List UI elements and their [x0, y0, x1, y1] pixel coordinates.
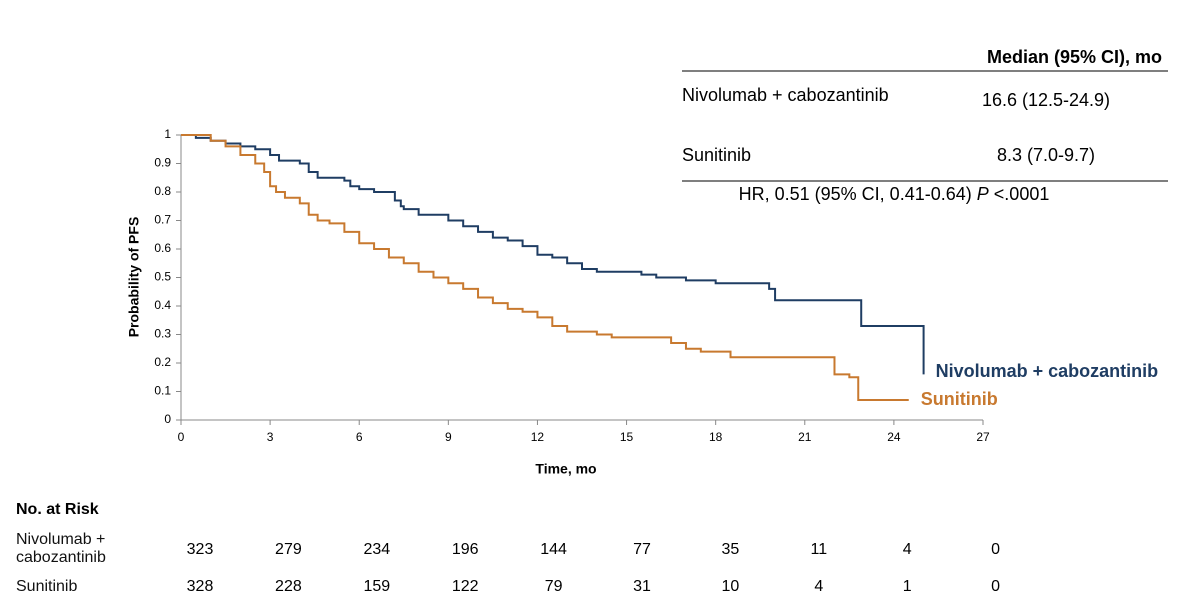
- hr-text: HR, 0.51 (95% CI, 0.41-0.64) P <.0001: [739, 184, 1050, 204]
- x-tick-label: 6: [356, 430, 363, 444]
- x-tick-label: 9: [445, 430, 452, 444]
- y-tick-label: 0.9: [154, 156, 171, 170]
- x-tick-label: 27: [976, 430, 990, 444]
- y-axis-label: Probability of PFS: [126, 217, 142, 338]
- survival-curve: [181, 134, 925, 375]
- x-tick-label: 24: [887, 430, 901, 444]
- risk-count: 4: [814, 578, 823, 595]
- y-tick-label: 0.7: [154, 213, 171, 227]
- y-tick-label: 0: [164, 412, 171, 426]
- risk-count: 1: [903, 578, 912, 595]
- y-tick-label: 0.4: [154, 298, 171, 312]
- risk-count: 77: [633, 541, 651, 558]
- risk-count: 228: [275, 578, 302, 595]
- p-value: <.0001: [994, 184, 1050, 204]
- risk-count: 0: [991, 541, 1000, 558]
- y-tick-label: 0.1: [154, 384, 171, 398]
- y-tick-label: 0.3: [154, 327, 171, 341]
- risk-count: 122: [452, 578, 479, 595]
- x-tick-label: 15: [620, 430, 634, 444]
- risk-count: 159: [363, 578, 390, 595]
- p-label: P: [977, 184, 989, 204]
- y-tick-label: 0.8: [154, 184, 171, 198]
- table-row-name: Nivolumab + cabozantinib: [682, 85, 889, 105]
- table-header: Median (95% CI), mo: [987, 47, 1162, 67]
- risk-count: 328: [187, 578, 214, 595]
- risk-count: 323: [187, 541, 214, 558]
- risk-title: No. at Risk: [16, 501, 99, 518]
- x-tick-label: 12: [531, 430, 545, 444]
- risk-count: 279: [275, 541, 302, 558]
- table-row-value: 16.6 (12.5-24.9): [982, 90, 1110, 110]
- risk-count: 144: [540, 541, 567, 558]
- x-tick-label: 21: [798, 430, 812, 444]
- curve-label: Nivolumab + cabozantinib: [936, 361, 1159, 381]
- risk-count: 234: [363, 541, 390, 558]
- risk-count: 196: [452, 541, 479, 558]
- y-tick-label: 0.6: [154, 241, 171, 255]
- hr: HR, 0.51 (95% CI, 0.41-0.64): [739, 184, 972, 204]
- risk-row-name: Nivolumab + cabozantinib: [16, 531, 106, 566]
- y-tick-label: 1: [164, 127, 171, 141]
- y-tick-label: 0.5: [154, 270, 171, 284]
- x-tick-label: 3: [267, 430, 274, 444]
- risk-count: 11: [810, 541, 827, 558]
- risk-count: 0: [991, 578, 1000, 595]
- risk-count: 31: [633, 578, 651, 595]
- risk-count: 10: [722, 578, 740, 595]
- curve-label: Sunitinib: [921, 389, 998, 409]
- risk-row-name: Sunitinib: [16, 578, 78, 595]
- survival-curve: [181, 134, 909, 402]
- x-tick-label: 18: [709, 430, 723, 444]
- table-row-value: 8.3 (7.0-9.7): [997, 145, 1095, 165]
- table-row-name: Sunitinib: [682, 145, 751, 165]
- risk-count: 4: [903, 541, 912, 558]
- x-axis-label: Time, mo: [535, 461, 596, 477]
- y-tick-label: 0.2: [154, 355, 171, 369]
- x-tick-label: 0: [178, 430, 185, 444]
- risk-count: 35: [722, 541, 740, 558]
- risk-count: 79: [545, 578, 563, 595]
